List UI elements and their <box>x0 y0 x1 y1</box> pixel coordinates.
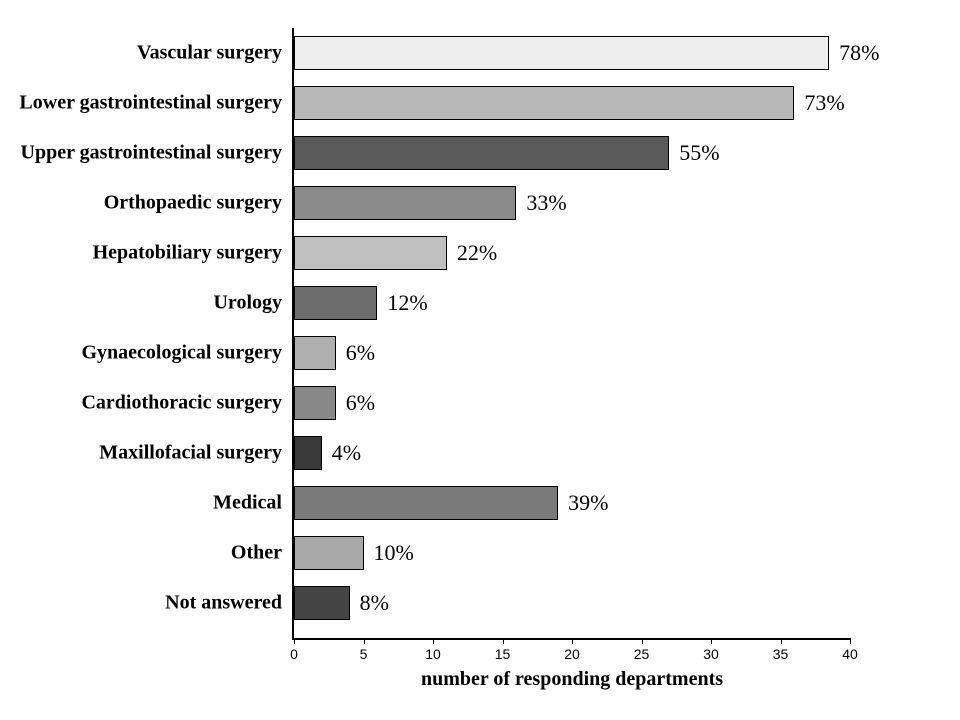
value-label: 22% <box>457 240 497 266</box>
category-label: Gynaecological surgery <box>81 342 282 365</box>
x-tick <box>364 638 365 644</box>
x-tick-label: 15 <box>495 646 511 662</box>
value-label: 73% <box>804 90 844 116</box>
plot-area: number of responding departments 0510152… <box>292 28 850 640</box>
category-label: Upper gastrointestinal surgery <box>21 142 282 165</box>
value-label: 39% <box>568 490 608 516</box>
x-tick-label: 5 <box>360 646 368 662</box>
category-label: Other <box>231 542 282 565</box>
bar <box>294 586 350 620</box>
bar <box>294 236 447 270</box>
chart-container: number of responding departments 0 5 10 15 2… <box>0 0 960 720</box>
bar <box>294 36 829 70</box>
bar <box>294 486 558 520</box>
category-label: Not answered <box>165 592 282 615</box>
bar-row: Gynaecological surgery6% <box>294 336 850 370</box>
bar-row: Urology12% <box>294 286 850 320</box>
x-tick-label: 40 <box>842 646 858 662</box>
x-axis-label: number of responding departments <box>421 668 723 691</box>
bar-row: Other10% <box>294 536 850 570</box>
value-label: 6% <box>346 340 375 366</box>
value-label: 4% <box>332 440 361 466</box>
bar <box>294 386 336 420</box>
bar <box>294 536 364 570</box>
value-label: 78% <box>839 40 879 66</box>
category-label: Vascular surgery <box>137 42 282 65</box>
x-tick-label: 20 <box>564 646 580 662</box>
value-label: 6% <box>346 390 375 416</box>
x-tick <box>642 638 643 644</box>
x-tick-label: 10 <box>425 646 441 662</box>
x-tick-label: 25 <box>634 646 650 662</box>
bar-row: Maxillofacial surgery4% <box>294 436 850 470</box>
bar <box>294 286 377 320</box>
bar-row: Vascular surgery78% <box>294 36 850 70</box>
bar <box>294 436 322 470</box>
bar-row: Orthopaedic surgery33% <box>294 186 850 220</box>
value-label: 12% <box>387 290 427 316</box>
bar-row: Medical39% <box>294 486 850 520</box>
x-tick <box>294 638 295 644</box>
bar-row: Upper gastrointestinal surgery55% <box>294 136 850 170</box>
category-label: Lower gastrointestinal surgery <box>19 92 282 115</box>
category-label: Urology <box>213 292 282 315</box>
category-label: Medical <box>213 492 282 515</box>
category-label: Maxillofacial surgery <box>99 442 282 465</box>
bar <box>294 86 794 120</box>
value-label: 33% <box>526 190 566 216</box>
value-label: 8% <box>360 590 389 616</box>
x-tick <box>711 638 712 644</box>
category-label: Hepatobiliary surgery <box>93 242 282 265</box>
bar <box>294 136 669 170</box>
x-tick <box>503 638 504 644</box>
x-tick-label: 0 <box>290 646 298 662</box>
x-tick <box>781 638 782 644</box>
bar <box>294 186 516 220</box>
category-label: Cardiothoracic surgery <box>81 392 282 415</box>
value-label: 10% <box>374 540 414 566</box>
x-tick-label: 35 <box>773 646 789 662</box>
x-tick <box>572 638 573 644</box>
bar <box>294 336 336 370</box>
x-tick <box>433 638 434 644</box>
bar-row: Cardiothoracic surgery6% <box>294 386 850 420</box>
bar-row: Lower gastrointestinal surgery73% <box>294 86 850 120</box>
x-tick <box>850 638 851 644</box>
x-tick-label: 30 <box>703 646 719 662</box>
category-label: Orthopaedic surgery <box>104 192 282 215</box>
bar-row: Hepatobiliary surgery22% <box>294 236 850 270</box>
value-label: 55% <box>679 140 719 166</box>
bar-row: Not answered8% <box>294 586 850 620</box>
